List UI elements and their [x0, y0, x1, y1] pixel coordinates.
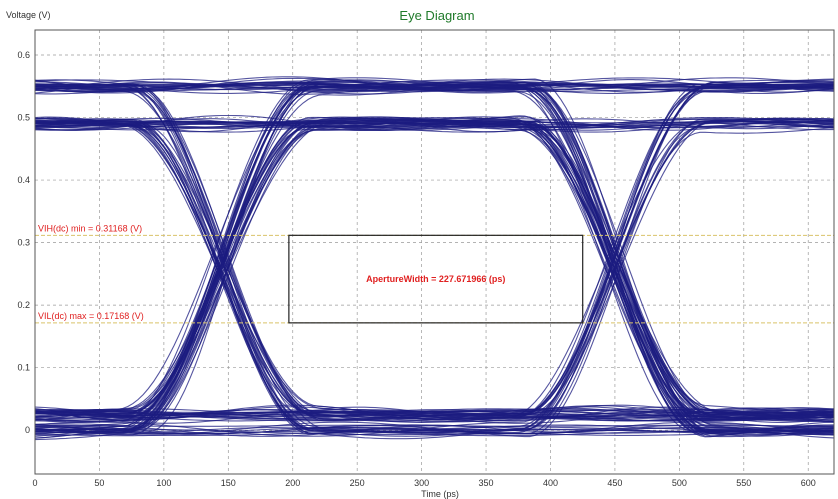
x-tick-label: 450 — [607, 478, 622, 488]
x-tick-label: 200 — [285, 478, 300, 488]
x-tick-label: 100 — [156, 478, 171, 488]
y-axis-label: Voltage (V) — [6, 10, 51, 20]
x-tick-label: 350 — [479, 478, 494, 488]
y-tick-label: 0.6 — [17, 50, 30, 60]
y-tick-label: 0.4 — [17, 175, 30, 185]
y-tick-label: 0.2 — [17, 300, 30, 310]
x-tick-label: 500 — [672, 478, 687, 488]
x-tick-label: 300 — [414, 478, 429, 488]
y-tick-label: 0.3 — [17, 238, 30, 248]
x-tick-label: 250 — [350, 478, 365, 488]
threshold-label: VIL(dc) max = 0.17168 (V) — [38, 311, 144, 321]
threshold-label: VIH(dc) min = 0.31168 (V) — [38, 223, 142, 233]
y-tick-label: 0.1 — [17, 363, 30, 373]
x-tick-label: 550 — [736, 478, 751, 488]
y-tick-label: 0 — [25, 425, 30, 435]
x-tick-label: 0 — [32, 478, 37, 488]
x-tick-label: 150 — [221, 478, 236, 488]
x-axis-label: Time (ps) — [421, 489, 459, 499]
x-tick-label: 50 — [94, 478, 104, 488]
aperture-label: ApertureWidth = 227.671966 (ps) — [366, 274, 505, 284]
chart-title: Eye Diagram — [399, 8, 474, 23]
x-tick-label: 400 — [543, 478, 558, 488]
y-tick-label: 0.5 — [17, 113, 30, 123]
x-tick-label: 600 — [801, 478, 816, 488]
